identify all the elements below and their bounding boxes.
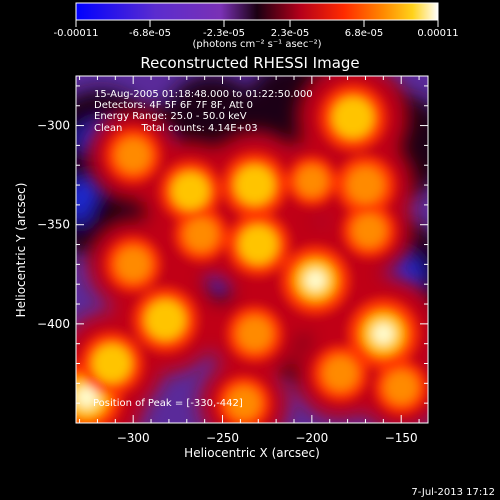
- hot-spot: [238, 225, 278, 264]
- x-tick-label: −250: [206, 431, 239, 445]
- hot-spot: [227, 386, 261, 420]
- hot-spot: [352, 214, 386, 247]
- hot-spot: [184, 218, 218, 251]
- x-tick-label: −300: [117, 431, 150, 445]
- colorbar-tick-label: 0.00011: [417, 28, 458, 39]
- annotation-detectors: Detectors: 4F 5F 6F 7F 8F, Att 0: [94, 100, 253, 111]
- colorbar-tick-label: 2.3e-05: [271, 28, 309, 39]
- hot-spot: [92, 344, 131, 383]
- annotation-time: 15-Aug-2005 01:18:48.000 to 01:22:50.000: [94, 89, 313, 100]
- peak-position-label: Position of Peak = [-330,-442]: [93, 398, 243, 409]
- colorbar-gradient: [75, 2, 439, 21]
- colorbar-tick-labels: -0.00011 -6.8e-05 -2.3e-05 2.3e-05 6.8e-05 0.…: [54, 28, 459, 39]
- hot-spot: [384, 370, 418, 404]
- annotation-energy: Energy Range: 25.0 - 50.0 keV: [94, 111, 247, 122]
- hot-spot: [237, 316, 272, 351]
- colorbar-tick-label: -2.3e-05: [203, 28, 245, 39]
- x-tick-label: −150: [385, 431, 418, 445]
- timestamp: 7-Jul-2013 17:12: [411, 487, 495, 498]
- plot-title: Reconstructed RHESSI Image: [140, 54, 359, 72]
- x-tick-labels: −300 −250 −200 −150: [117, 431, 418, 445]
- y-tick-label: −400: [37, 317, 70, 331]
- colorbar-tick-label: -0.00011: [54, 28, 99, 39]
- annotation-counts: Clean Total counts: 4.14E+03: [94, 123, 258, 134]
- x-axis-label: Heliocentric X (arcsec): [184, 446, 320, 460]
- colorbar: -0.00011 -6.8e-05 -2.3e-05 2.3e-05 6.8e-05 0.…: [54, 2, 459, 50]
- white-core: [372, 322, 395, 345]
- colorbar-tick-label: 6.8e-05: [345, 28, 383, 39]
- white-core: [304, 269, 327, 291]
- axis-ticks: [76, 76, 428, 424]
- hot-spot: [234, 165, 275, 205]
- colorbar-ticks: [75, 20, 439, 27]
- white-core: [76, 386, 98, 409]
- y-axis-label: Heliocentric Y (arcsec): [14, 183, 28, 318]
- colorbar-units: (photons cm⁻² s⁻¹ asec⁻²): [192, 39, 321, 50]
- y-tick-label: −350: [37, 218, 70, 232]
- annotation-block: 15-Aug-2005 01:18:48.000 to 01:22:50.000…: [93, 89, 313, 409]
- hot-spot: [323, 356, 358, 391]
- image-area: [76, 76, 428, 423]
- hot-spot: [296, 165, 327, 197]
- hot-spot: [171, 172, 210, 210]
- colorbar-tick-label: -6.8e-05: [129, 28, 171, 39]
- hot-spot: [347, 166, 384, 204]
- hot-spot: [145, 300, 186, 340]
- hot-cores: [76, 84, 428, 423]
- plot-frame: [75, 75, 429, 424]
- y-tick-labels: −300 −350 −400: [37, 119, 70, 331]
- y-tick-label: −300: [37, 119, 70, 133]
- hot-spot: [332, 97, 374, 139]
- hot-spot: [116, 138, 151, 173]
- hot-spot: [116, 247, 151, 282]
- x-tick-label: −200: [295, 431, 328, 445]
